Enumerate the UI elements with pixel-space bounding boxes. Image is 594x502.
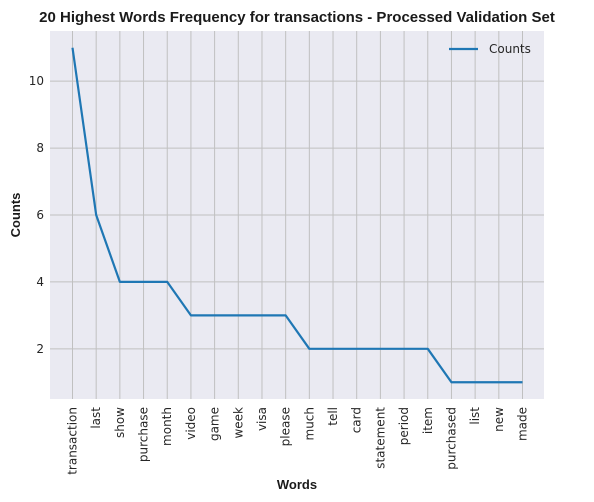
x-tick-label: period xyxy=(397,407,411,445)
x-tick-label: purchased xyxy=(444,407,458,470)
x-tick-label: tell xyxy=(326,407,340,426)
x-tick-label: made xyxy=(516,407,530,441)
y-tick-label: 10 xyxy=(29,74,44,88)
y-tick-label: 8 xyxy=(36,141,44,155)
x-tick-label: month xyxy=(160,407,174,446)
x-tick-label: purchase xyxy=(137,407,151,462)
x-tick-label: show xyxy=(113,407,127,438)
legend: Counts xyxy=(449,42,531,56)
legend-entry-counts: Counts xyxy=(489,42,531,56)
series-lines xyxy=(71,47,523,384)
y-tick-label: 6 xyxy=(36,208,44,222)
y-axis-ticks: 2 4 6 8 10 xyxy=(29,74,44,356)
x-tick-label: much xyxy=(302,407,316,441)
x-tick-label: video xyxy=(184,407,198,440)
grid xyxy=(50,31,544,399)
x-tick-label: item xyxy=(421,407,435,434)
x-tick-label: transaction xyxy=(66,407,80,475)
x-axis-label: Words xyxy=(277,477,317,492)
x-tick-label: last xyxy=(89,407,103,429)
x-tick-label: new xyxy=(492,407,506,432)
x-tick-label: please xyxy=(279,407,293,446)
x-tick-label: statement xyxy=(373,407,387,469)
y-axis-label: Counts xyxy=(8,193,23,238)
x-tick-label: visa xyxy=(255,407,269,431)
y-tick-label: 4 xyxy=(36,275,44,289)
chart-title: 20 Highest Words Frequency for transacti… xyxy=(39,9,555,26)
series-line-0 xyxy=(71,47,523,384)
y-tick-label: 2 xyxy=(36,342,44,356)
x-axis-ticks: transaction last show purchase month video gam… xyxy=(66,407,530,475)
x-tick-label: list xyxy=(468,407,482,425)
x-tick-label: card xyxy=(350,407,364,433)
x-tick-label: game xyxy=(208,407,222,441)
x-tick-label: week xyxy=(231,407,245,439)
